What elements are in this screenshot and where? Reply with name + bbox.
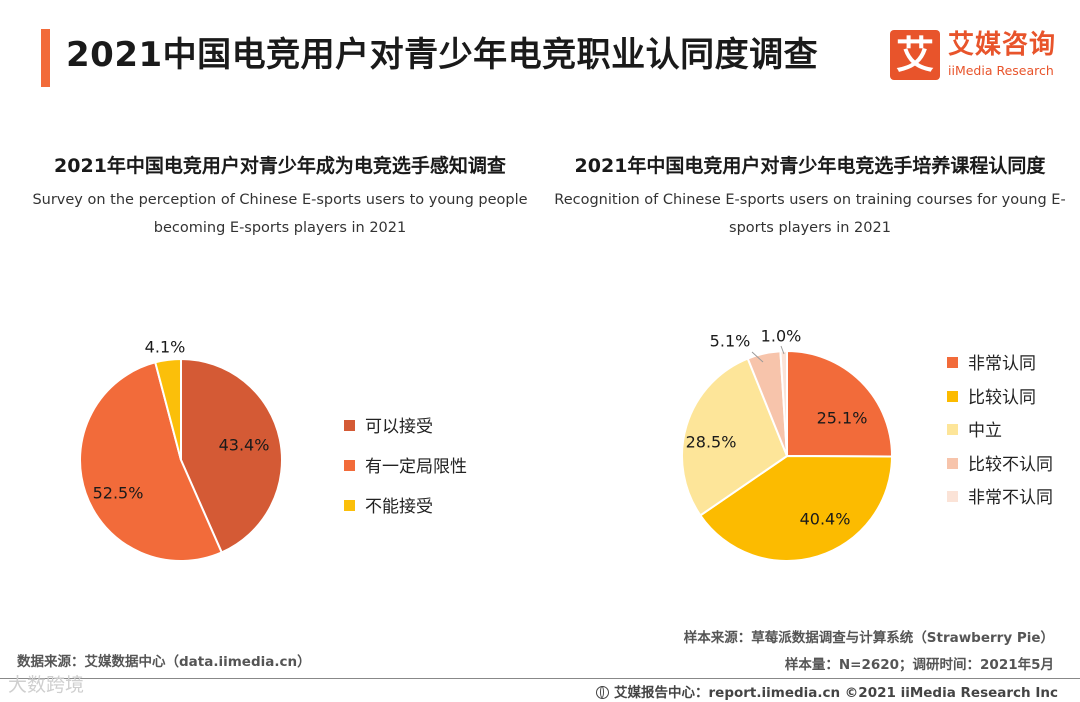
chart1-data-label-3: 4.1% <box>145 338 186 357</box>
legend-swatch <box>947 424 958 435</box>
chart2-subtitle: Recognition of Chinese E-sports users on… <box>545 186 1075 242</box>
chart1-legend-item[interactable]: 有一定局限性 <box>344 457 467 497</box>
legend-swatch <box>947 390 958 402</box>
chart2-data-label-2: 40.4% <box>800 510 851 529</box>
chart2-subtitle-line1: Recognition of Chinese E-sports users on… <box>554 192 1066 208</box>
sample-size-note: 样本量：N=2620；调研时间：2021年5月 <box>784 657 1054 673</box>
chart1-legend-item[interactable]: 可以接受 <box>344 417 467 457</box>
legend-label: 中立 <box>968 421 1002 441</box>
chart1-subtitle-line1: Survey on the perception of Chinese E-sp… <box>32 192 528 208</box>
chart1-slice-3[interactable] <box>154 357 182 461</box>
chart1-slice-2[interactable] <box>79 361 224 562</box>
footer-divider <box>0 678 1080 679</box>
data-source-note: 数据来源：艾媒数据中心（data.iimedia.cn） <box>17 654 311 670</box>
chart1-data-label-1: 43.4% <box>219 436 270 455</box>
chart2-pie: 25.1% 40.4% 28.5% 5.1% 1.0% <box>681 327 894 562</box>
legend-swatch <box>344 460 355 471</box>
legend-label: 比较认同 <box>968 387 1036 408</box>
chart1-legend-item[interactable]: 不能接受 <box>344 497 467 537</box>
globe-icon <box>596 686 609 699</box>
chart1-title: 2021年中国电竞用户对青少年成为电竞选手感知调查 <box>54 155 506 177</box>
chart2-leader-line <box>780 345 785 355</box>
legend-swatch <box>947 457 958 469</box>
report-center-text: 艾媒报告中心：report.iimedia.cn ©2021 iiMedia R… <box>614 685 1058 701</box>
legend-swatch <box>344 420 355 431</box>
chart2-data-label-1: 25.1% <box>817 409 868 428</box>
logo-english-name: iiMedia Research <box>948 63 1054 78</box>
legend-label: 非常认同 <box>968 354 1036 374</box>
chart2-legend-item[interactable]: 比较不认同 <box>947 455 1053 489</box>
chart1-subtitle-line2: becoming E-sports players in 2021 <box>153 220 407 236</box>
chart2-legend-item[interactable]: 中立 <box>947 421 1053 455</box>
chart2-data-label-3: 28.5% <box>686 433 737 452</box>
legend-label: 可以接受 <box>365 417 433 437</box>
title-accent-bar <box>41 29 50 87</box>
legend-label: 非常不认同 <box>968 488 1053 508</box>
chart1-legend: 可以接受 有一定局限性 不能接受 <box>344 417 467 537</box>
chart1-subtitle: Survey on the perception of Chinese E-sp… <box>20 186 540 242</box>
logo-chinese-name: 艾媒咨询 <box>948 30 1057 60</box>
chart1-slice-1[interactable] <box>180 357 283 554</box>
chart2-legend-item[interactable]: 非常认同 <box>947 354 1053 388</box>
page-title: 2021中国电竞用户对青少年电竞职业认同度调查 <box>66 35 819 75</box>
chart2-leader-line <box>751 351 764 363</box>
iimedia-logo[interactable]: 艾 艾媒咨询 iiMedia Research <box>890 30 1065 82</box>
chart2-legend-item[interactable]: 比较认同 <box>947 388 1053 422</box>
legend-label: 不能接受 <box>365 497 433 517</box>
chart1-pie: 43.4% 52.5% 4.1% <box>79 338 283 562</box>
report-center-link[interactable]: 艾媒报告中心：report.iimedia.cn ©2021 iiMedia R… <box>596 681 1058 701</box>
chart2-legend: 非常认同 比较认同 中立 比较不认同 非常不认同 <box>947 354 1053 522</box>
watermark: 大数跨境 <box>8 670 84 697</box>
chart2-legend-item[interactable]: 非常不认同 <box>947 488 1053 522</box>
chart2-slice-5[interactable] <box>779 349 788 457</box>
legend-label: 有一定局限性 <box>365 457 467 477</box>
legend-swatch <box>947 491 958 502</box>
chart2-data-label-4: 5.1% <box>710 332 751 351</box>
logo-mark: 艾 <box>890 30 940 80</box>
legend-label: 比较不认同 <box>968 454 1053 475</box>
sample-source-note: 样本来源：草莓派数据调查与计算系统（Strawberry Pie） <box>683 630 1054 646</box>
chart2-data-label-5: 1.0% <box>761 327 802 346</box>
chart2-title: 2021年中国电竞用户对青少年电竞选手培养课程认同度 <box>574 155 1046 177</box>
chart2-slice-3[interactable] <box>681 357 789 517</box>
chart1-data-label-2: 52.5% <box>93 484 144 503</box>
chart2-slice-1[interactable] <box>786 349 894 458</box>
watermark-text: 大数跨境 <box>8 674 85 696</box>
legend-swatch <box>344 500 355 511</box>
chart2-slice-2[interactable] <box>699 454 894 562</box>
legend-swatch <box>947 357 958 368</box>
chart2-subtitle-line2: sports players in 2021 <box>729 220 891 236</box>
